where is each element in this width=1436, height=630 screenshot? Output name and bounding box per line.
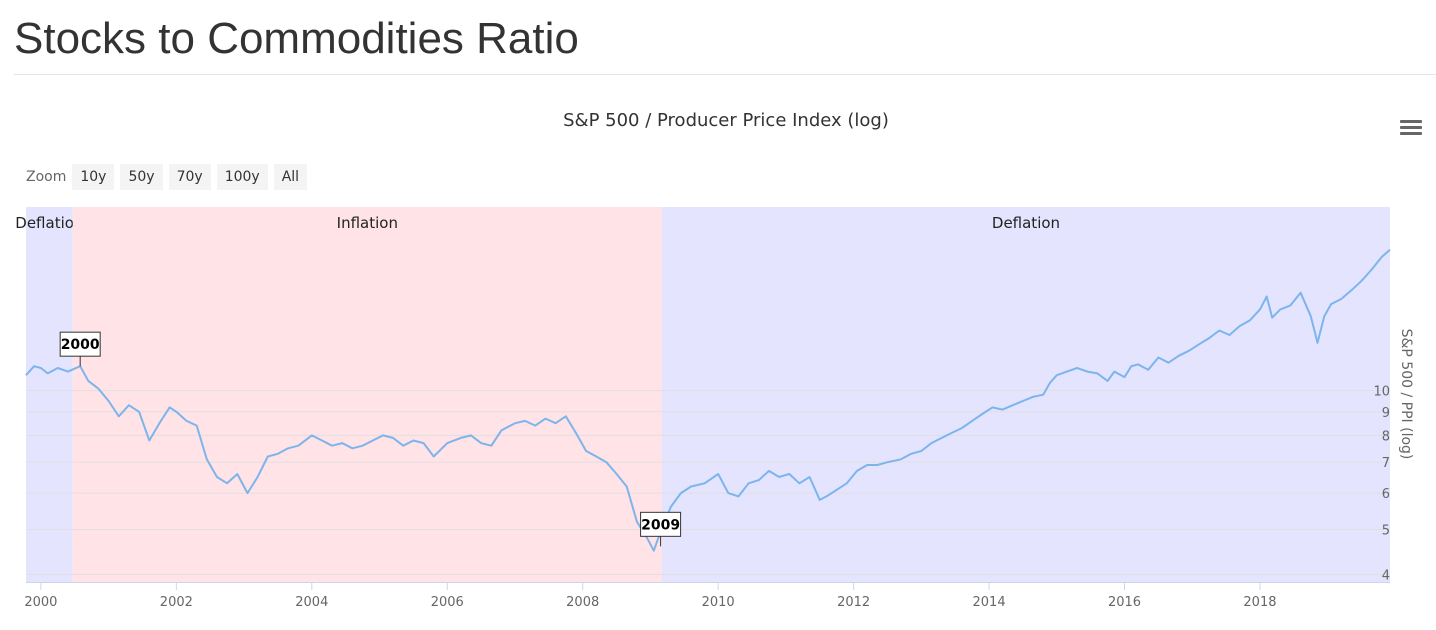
y-tick-label: 7 bbox=[1382, 456, 1390, 471]
y-tick-label: 9 bbox=[1382, 406, 1390, 421]
inflation-band-label: Inflation bbox=[337, 214, 398, 232]
menu-line bbox=[1400, 126, 1422, 129]
series-line bbox=[25, 248, 1391, 552]
y-axis-title: S&P 500 / PPI (log) bbox=[1398, 329, 1414, 460]
y-tick-label: 8 bbox=[1382, 429, 1390, 444]
zoom-selector: Zoom 10y 50y 70y 100y All bbox=[26, 164, 313, 190]
x-tick-label: 2014 bbox=[973, 595, 1006, 610]
page-title: Stocks to Commodities Ratio bbox=[14, 14, 579, 63]
x-tick-label: 2016 bbox=[1108, 595, 1141, 610]
flag-marker[interactable] bbox=[59, 331, 101, 357]
zoom-10y-button[interactable]: 10y bbox=[72, 164, 115, 190]
zoom-70y-button[interactable]: 70y bbox=[168, 164, 211, 190]
x-tick-label: 2002 bbox=[160, 595, 193, 610]
x-tick-label: 2006 bbox=[431, 595, 464, 610]
y-tick-label: 10 bbox=[1373, 385, 1390, 400]
deflation-band bbox=[26, 207, 73, 582]
zoom-all-button[interactable]: All bbox=[273, 164, 308, 190]
chart-title: S&P 500 / Producer Price Index (log) bbox=[563, 110, 889, 131]
x-tick-label: 2008 bbox=[566, 595, 599, 610]
flag-label: 2009 bbox=[641, 517, 680, 533]
zoom-50y-button[interactable]: 50y bbox=[120, 164, 163, 190]
inflation-band bbox=[72, 207, 662, 582]
x-tick-label: 2010 bbox=[702, 595, 735, 610]
y-tick-label: 6 bbox=[1382, 487, 1390, 502]
chart-menu-icon[interactable] bbox=[1400, 120, 1422, 138]
zoom-label: Zoom bbox=[26, 169, 67, 185]
x-tick-label: 2000 bbox=[24, 595, 57, 610]
x-tick-label: 2012 bbox=[837, 595, 870, 610]
flag-label: 2000 bbox=[61, 337, 100, 353]
deflation-band-label: Deflation bbox=[992, 214, 1060, 232]
x-tick-label: 2004 bbox=[295, 595, 328, 610]
menu-line bbox=[1400, 120, 1422, 123]
menu-line bbox=[1400, 132, 1422, 135]
flag-marker[interactable] bbox=[640, 511, 682, 537]
y-tick-label: 4 bbox=[1382, 568, 1390, 583]
y-tick-label: 5 bbox=[1382, 524, 1390, 539]
deflation-band bbox=[661, 207, 1390, 582]
title-divider bbox=[14, 74, 1436, 75]
deflation-band-label: Deflation bbox=[15, 214, 83, 232]
zoom-100y-button[interactable]: 100y bbox=[216, 164, 268, 190]
x-tick-label: 2018 bbox=[1243, 595, 1276, 610]
